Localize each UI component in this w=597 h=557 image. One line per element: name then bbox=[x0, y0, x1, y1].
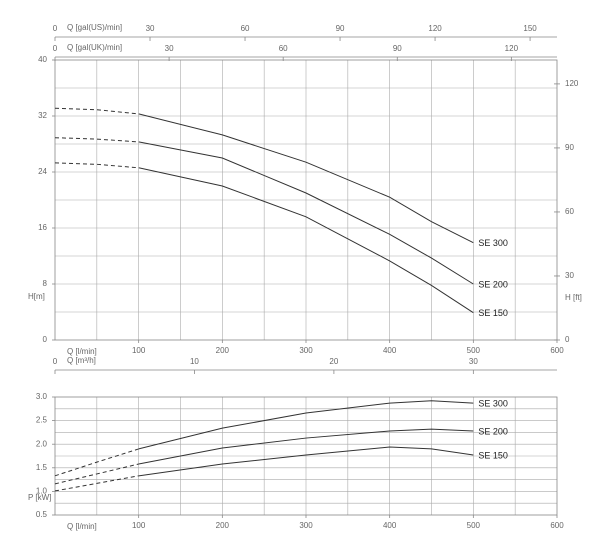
x-axis-label: Q [l/min] bbox=[67, 522, 97, 531]
extra-axis-label: Q [gal(UK)/min] bbox=[67, 43, 122, 52]
y-tick-label: 2.0 bbox=[36, 439, 48, 448]
x-tick-label: 600 bbox=[550, 521, 564, 530]
series-label: SE 300 bbox=[478, 399, 508, 409]
y-tick-label: 40 bbox=[38, 55, 47, 64]
curve bbox=[138, 428, 474, 465]
y-tick-label: 0.5 bbox=[36, 510, 48, 519]
extra-x-tick-label: 30 bbox=[146, 24, 155, 33]
extra-x-tick-label: 0 bbox=[53, 357, 58, 366]
y2-tick-label: 120 bbox=[565, 79, 579, 88]
y-tick-label: 16 bbox=[38, 223, 47, 232]
x-tick-label: 300 bbox=[299, 346, 313, 355]
x-axis-label: Q [l/min] bbox=[67, 347, 97, 356]
x-tick-label: 200 bbox=[216, 521, 230, 530]
curve bbox=[138, 167, 474, 314]
curve bbox=[138, 400, 474, 450]
x-tick-label: 600 bbox=[550, 346, 564, 355]
x-tick-label: 400 bbox=[383, 521, 397, 530]
curve bbox=[138, 113, 474, 244]
y-tick-label: 1.0 bbox=[36, 487, 48, 496]
x-tick-label: 400 bbox=[383, 346, 397, 355]
extra-x-tick-label: 120 bbox=[428, 24, 442, 33]
y-tick-label: 24 bbox=[38, 167, 47, 176]
extra-x-tick-label: 0 bbox=[53, 24, 58, 33]
curve bbox=[138, 446, 474, 477]
y2-tick-label: 60 bbox=[565, 207, 574, 216]
x-tick-label: 100 bbox=[132, 521, 146, 530]
y2-tick-label: 0 bbox=[565, 335, 570, 344]
extra-x-tick-label: 30 bbox=[165, 44, 174, 53]
x-tick-label: 100 bbox=[132, 346, 146, 355]
series-label: SE 200 bbox=[478, 426, 508, 436]
y2-tick-label: 30 bbox=[565, 271, 574, 280]
y-tick-label: 2.5 bbox=[36, 416, 48, 425]
y-tick-label: 8 bbox=[43, 279, 48, 288]
series-label: SE 150 bbox=[478, 308, 508, 318]
extra-axis-label: Q [gal(US)/min] bbox=[67, 23, 122, 32]
extra-x-tick-label: 120 bbox=[505, 44, 519, 53]
extra-x-tick-label: 20 bbox=[329, 357, 338, 366]
x-tick-label: 500 bbox=[467, 521, 481, 530]
extra-x-tick-label: 90 bbox=[336, 24, 345, 33]
extra-x-tick-label: 90 bbox=[393, 44, 402, 53]
x-tick-label: 200 bbox=[216, 346, 230, 355]
extra-x-tick-label: 10 bbox=[190, 357, 199, 366]
curve bbox=[138, 141, 474, 285]
y-axis-label: P [kW] bbox=[28, 493, 51, 502]
extra-x-tick-label: 30 bbox=[469, 357, 478, 366]
curve bbox=[54, 448, 139, 477]
extra-x-tick-label: 150 bbox=[523, 24, 537, 33]
series-label: SE 200 bbox=[478, 279, 508, 289]
y-tick-label: 3.0 bbox=[36, 392, 48, 401]
y-tick-label: 32 bbox=[38, 111, 47, 120]
x-tick-label: 300 bbox=[299, 521, 313, 530]
y2-axis-label: H [ft] bbox=[565, 293, 582, 302]
series-label: SE 150 bbox=[478, 450, 508, 460]
curve bbox=[54, 475, 139, 492]
extra-x-tick-label: 60 bbox=[279, 44, 288, 53]
y-tick-label: 0 bbox=[43, 335, 48, 344]
y2-tick-label: 90 bbox=[565, 143, 574, 152]
x-tick-label: 500 bbox=[467, 346, 481, 355]
extra-x-tick-label: 0 bbox=[53, 44, 58, 53]
y-tick-label: 1.5 bbox=[36, 463, 48, 472]
curve bbox=[54, 463, 139, 485]
extra-axis-label: Q [m³/h] bbox=[67, 356, 96, 365]
extra-x-tick-label: 60 bbox=[241, 24, 250, 33]
series-label: SE 300 bbox=[478, 238, 508, 248]
y-axis-label: H[m] bbox=[28, 292, 45, 301]
